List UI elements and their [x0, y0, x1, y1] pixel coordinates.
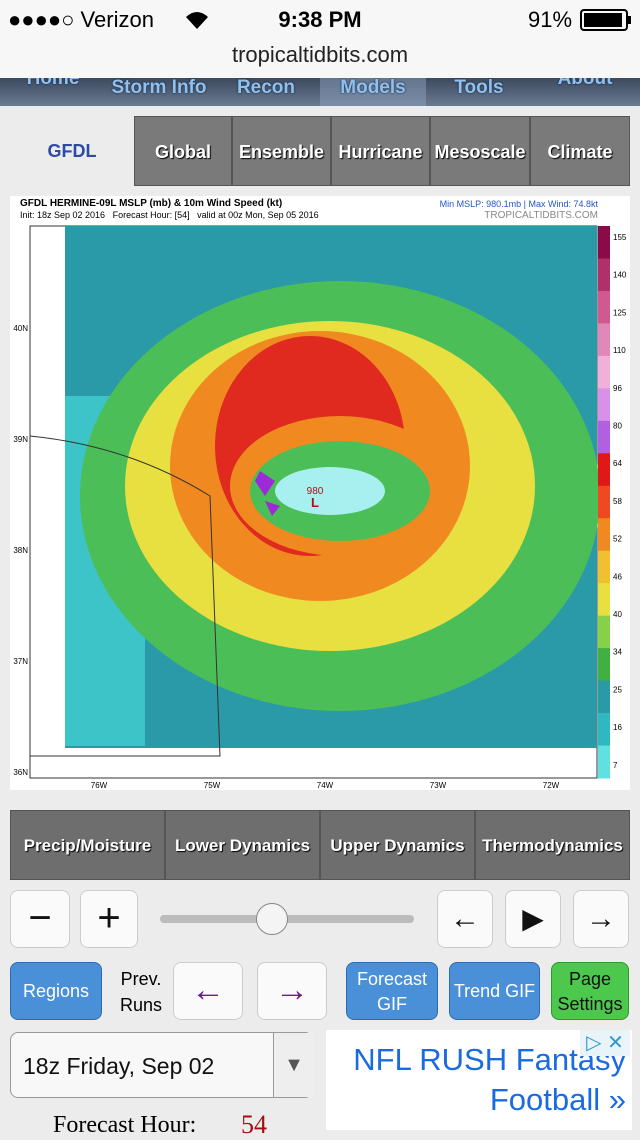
storm-eye [275, 467, 385, 515]
run-select[interactable]: 18z Friday, Sep 02 ▼ [10, 1032, 314, 1098]
colorbar-segment [598, 713, 610, 747]
map-info: Min MSLP: 980.1mb | Max Wind: 74.8kt [440, 199, 599, 209]
model-tab[interactable]: Climate [530, 116, 630, 186]
coastline [29, 435, 221, 757]
category-button[interactable]: Lower Dynamics [165, 810, 320, 880]
latitude-label: 36N [13, 768, 28, 777]
colorbar-label: 96 [613, 384, 622, 393]
max-wind [255, 471, 280, 516]
map-credit: TROPICALTIDBITS.COM [484, 210, 598, 221]
next-frame[interactable]: → [573, 890, 629, 948]
prev-runs-label: Prev. Runs [119, 969, 163, 1015]
latitude-label: 40N [13, 324, 28, 333]
low-symbol: L [311, 495, 319, 510]
colorbar-segment [598, 453, 610, 487]
clock: 9:38 PM [278, 7, 362, 32]
longitude-label: 73W [430, 781, 447, 790]
colorbar-segment [598, 485, 610, 519]
wifi-icon [186, 12, 208, 29]
trend-gif[interactable]: Trend GIF [449, 962, 540, 1020]
colorbar-label: 140 [613, 271, 627, 280]
colorbar-segment [598, 518, 610, 552]
battery-percent: 91% [528, 7, 573, 32]
colorbar-segment [598, 388, 610, 422]
colorbar-segment [598, 745, 610, 779]
colorbar-label: 64 [613, 459, 622, 468]
battery-icon [580, 9, 631, 31]
colorbar-segment [598, 258, 610, 292]
colorbar-segment [598, 226, 610, 259]
slider-thumb[interactable] [256, 903, 288, 935]
longitude-label: 76W [91, 781, 108, 790]
prev-run[interactable]: ← [173, 962, 243, 1020]
play[interactable]: ▶ [505, 890, 561, 948]
latitude-label: 37N [13, 657, 28, 666]
colorbar-label: 80 [613, 422, 622, 431]
colorbar-segment [598, 583, 610, 617]
colorbar-segment [598, 680, 610, 714]
colorbar-segment [598, 615, 610, 649]
longitude-label: 75W [204, 781, 221, 790]
map-subtitle: Init: 18z Sep 02 2016 Forecast Hour: [54… [20, 210, 319, 220]
colorbar-label: 125 [613, 308, 627, 317]
forecast-gif[interactable]: Forecast GIF [346, 962, 438, 1020]
carrier: ●●●●○ Verizon [8, 7, 154, 32]
next-run[interactable]: → [257, 962, 327, 1020]
browser-chrome [0, 0, 640, 80]
low-pressure: 980 [307, 486, 324, 497]
zoom-out[interactable]: − [10, 890, 70, 948]
colorbar-label: 40 [613, 610, 622, 619]
nav-item[interactable]: About [557, 78, 613, 89]
nav-item[interactable]: Models [320, 78, 426, 106]
nav-item[interactable]: Recon [236, 78, 296, 98]
forecast-hour-label: Forecast Hour: [53, 1112, 197, 1138]
latitude-label: 38N [13, 546, 28, 555]
category-button[interactable]: Thermodynamics [475, 810, 630, 880]
model-map: GFDL HERMINE-09L MSLP (mb) & 10m Wind Sp… [10, 196, 630, 790]
model-tab[interactable]: GFDL [10, 116, 134, 186]
select-arrow[interactable]: ▼ [273, 1033, 314, 1097]
nav-bar: Home Storm Info Recon Models Tools About [0, 78, 640, 106]
nav-item[interactable]: Tools [454, 78, 504, 98]
category-button[interactable]: Precip/Moisture [10, 810, 165, 880]
page-settings[interactable]: Page Settings [551, 962, 629, 1020]
nav-item[interactable]: Storm Info [111, 78, 207, 98]
ad[interactable]: NFL RUSH Fantasy Football » ▷ ✕ [326, 1030, 632, 1130]
colorbar-segment [598, 290, 610, 324]
zoom-in[interactable]: + [80, 890, 138, 948]
model-tab[interactable]: Global [134, 116, 232, 186]
colorbar-segment [598, 420, 610, 454]
colorbar-label: 46 [613, 572, 622, 581]
latitude-label: 39N [13, 435, 28, 444]
colorbar-label: 34 [613, 648, 622, 657]
colorbar-segment [598, 550, 610, 584]
model-tab[interactable]: Hurricane [331, 116, 430, 186]
model-tab[interactable]: Mesoscale [430, 116, 530, 186]
colorbar-label: 7 [613, 761, 618, 770]
colorbar-label: 52 [613, 535, 622, 544]
longitude-label: 74W [317, 781, 334, 790]
regions-button[interactable]: Regions [10, 962, 102, 1020]
nav-item[interactable]: Home [26, 78, 80, 89]
prev-frame[interactable]: ← [437, 890, 493, 948]
ad-badge[interactable]: ▷ ✕ [580, 1030, 630, 1056]
colorbar-segment [598, 323, 610, 357]
category-button[interactable]: Upper Dynamics [320, 810, 475, 880]
colorbar-label: 110 [613, 346, 626, 355]
map-title: GFDL HERMINE-09L MSLP (mb) & 10m Wind Sp… [20, 198, 282, 209]
colorbar-label: 25 [613, 685, 622, 694]
url[interactable]: tropicaltidbits.com [231, 42, 409, 67]
colorbar-segment [598, 355, 610, 389]
colorbar-label: 16 [613, 723, 622, 732]
colorbar-label: 155 [613, 233, 627, 242]
colorbar-label: 58 [613, 497, 622, 506]
longitude-label: 72W [543, 781, 560, 790]
model-tab[interactable]: Ensemble [232, 116, 331, 186]
run-select-value: 18z Friday, Sep 02 [23, 1053, 215, 1079]
forecast-hour-value: 54 [241, 1110, 267, 1139]
colorbar-segment [598, 648, 610, 682]
